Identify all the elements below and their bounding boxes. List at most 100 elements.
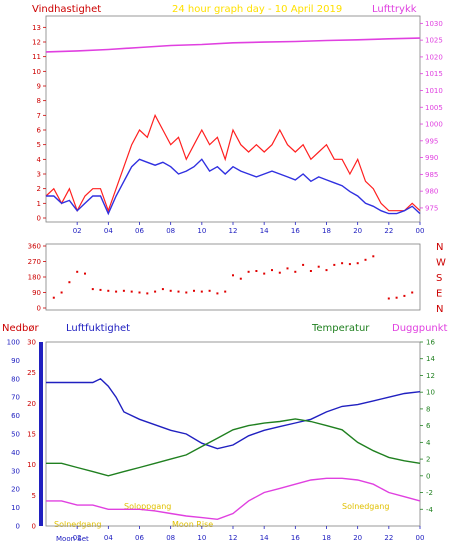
compass-label: E bbox=[436, 289, 442, 300]
wind-x-tick-label: 02 bbox=[73, 227, 82, 235]
wind-direction-point bbox=[294, 270, 297, 273]
dir-panel-frame bbox=[45, 243, 421, 311]
wind-direction-point bbox=[138, 291, 141, 294]
temp-y-tick-label: 8 bbox=[426, 405, 430, 413]
bottom-x-tick-label: 16 bbox=[291, 534, 300, 542]
compass-label: S bbox=[436, 273, 442, 284]
wind-x-tick-label: 20 bbox=[353, 227, 362, 235]
wind-x-tick-label: 12 bbox=[229, 227, 238, 235]
wind-direction-point bbox=[247, 270, 250, 273]
dir-y-tick-label: 90 bbox=[32, 289, 41, 297]
dewpoint-line bbox=[46, 477, 421, 521]
temp-y-tick-label: 0 bbox=[426, 472, 430, 480]
dir-y-tick-label: 360 bbox=[28, 243, 41, 251]
pressure-y-tick-label: 975 bbox=[425, 204, 438, 212]
wind-direction-point bbox=[130, 290, 133, 293]
sun-label-sunrise: Soloppgang bbox=[124, 502, 171, 511]
humidity-y-tick-label: 90 bbox=[11, 357, 20, 365]
wind-x-tick-label: 00 bbox=[416, 227, 425, 235]
temp-y-tick-label: 14 bbox=[426, 355, 435, 363]
rain-y-tick-label: 15 bbox=[27, 431, 36, 439]
rain-y-tick-label: 0 bbox=[32, 523, 36, 531]
pressure-line bbox=[45, 37, 421, 53]
wind-y-tick-label: 5 bbox=[37, 141, 41, 149]
sun-label-sunset2: Solnedgang bbox=[342, 502, 389, 511]
wind-direction-point bbox=[84, 272, 86, 275]
wind-panel-frame bbox=[45, 15, 421, 223]
wind-direction-point bbox=[411, 291, 414, 294]
wind-direction-point bbox=[286, 267, 289, 270]
pressure-y-tick-label: 1020 bbox=[425, 53, 443, 61]
wind-direction-point bbox=[169, 289, 172, 292]
rain-y-tick-label: 5 bbox=[32, 492, 36, 500]
humidity-y-tick-label: 10 bbox=[11, 504, 20, 512]
wind-direction-point bbox=[356, 262, 359, 265]
wind-direction-point bbox=[154, 290, 157, 293]
wind-y-tick-label: 4 bbox=[37, 156, 42, 164]
wind-direction-point bbox=[348, 263, 351, 266]
humidity-panel-frame bbox=[45, 341, 421, 527]
wind-direction-point bbox=[193, 289, 195, 292]
label-temperature: Temperatur bbox=[311, 323, 370, 334]
humidity-y-tick-label: 50 bbox=[11, 431, 20, 439]
wind-direction-point bbox=[387, 297, 390, 300]
wind-x-tick-label: 16 bbox=[291, 227, 300, 235]
wind-direction-point bbox=[364, 258, 367, 261]
label-rain: Nedbør bbox=[2, 323, 39, 334]
header-center-title: 24 hour graph day - 10 April 2019 bbox=[172, 4, 342, 15]
humidity-y-tick-label: 20 bbox=[11, 486, 20, 494]
humidity-y-tick-label: 70 bbox=[11, 394, 20, 402]
pressure-y-tick-label: 985 bbox=[425, 171, 438, 179]
wind-direction-point bbox=[200, 290, 203, 293]
wind-gust-line bbox=[45, 113, 421, 213]
header-right-title: Lufttrykk bbox=[372, 4, 417, 15]
wind-y-tick-label: 3 bbox=[37, 171, 41, 179]
wind-direction-point bbox=[216, 292, 219, 295]
wind-y-tick-label: 8 bbox=[37, 97, 41, 105]
bottom-x-tick-label: 10 bbox=[197, 534, 206, 542]
wind-direction-point bbox=[115, 290, 118, 293]
temp-y-tick-label: 4 bbox=[426, 439, 431, 447]
wind-x-tick-label: 22 bbox=[384, 227, 393, 235]
humidity-y-tick-label: 30 bbox=[11, 467, 20, 475]
bottom-x-tick-label: 18 bbox=[322, 534, 331, 542]
wind-direction-point bbox=[263, 272, 266, 275]
wind-direction-point bbox=[122, 289, 125, 292]
wind-direction-point bbox=[341, 262, 344, 265]
rain-y-tick-label: 25 bbox=[27, 369, 36, 377]
temp-y-tick-label: 10 bbox=[426, 389, 435, 397]
wind-direction-point bbox=[325, 269, 328, 272]
wind-direction-point bbox=[302, 263, 305, 266]
rain-axis-bar bbox=[39, 342, 43, 526]
wind-direction-point bbox=[278, 271, 281, 274]
humidity-y-tick-label: 0 bbox=[16, 523, 20, 531]
pressure-y-tick-label: 1005 bbox=[425, 104, 443, 112]
wind-direction-point bbox=[208, 289, 211, 292]
wind-y-tick-label: 1 bbox=[37, 200, 41, 208]
pressure-y-tick-label: 1025 bbox=[425, 37, 443, 45]
pressure-y-tick-label: 1000 bbox=[425, 121, 443, 129]
bottom-x-tick-label: 02 bbox=[73, 534, 82, 542]
wind-avg-line bbox=[46, 158, 421, 216]
bottom-x-tick-label: 12 bbox=[229, 534, 238, 542]
pressure-y-tick-label: 1010 bbox=[425, 87, 443, 95]
wind-x-tick-label: 06 bbox=[135, 227, 144, 235]
compass-label: W bbox=[436, 258, 446, 269]
dir-y-tick-label: 0 bbox=[37, 305, 41, 313]
rain-y-tick-label: 10 bbox=[27, 461, 36, 469]
wind-x-tick-label: 14 bbox=[260, 227, 269, 235]
bottom-x-tick-label: 08 bbox=[166, 534, 175, 542]
rain-y-tick-label: 20 bbox=[27, 400, 36, 408]
wind-direction-point bbox=[91, 288, 94, 291]
wind-y-tick-label: 6 bbox=[37, 127, 42, 135]
temp-y-tick-label: -4 bbox=[426, 506, 434, 514]
temp-y-tick-label: 6 bbox=[426, 422, 431, 430]
pressure-y-tick-label: 1015 bbox=[425, 70, 443, 78]
wind-y-tick-label: 0 bbox=[37, 215, 41, 223]
humidity-line bbox=[46, 377, 421, 450]
temp-y-tick-label: 12 bbox=[426, 372, 435, 380]
wind-y-tick-label: 13 bbox=[32, 24, 41, 32]
wind-direction-point bbox=[239, 277, 242, 280]
